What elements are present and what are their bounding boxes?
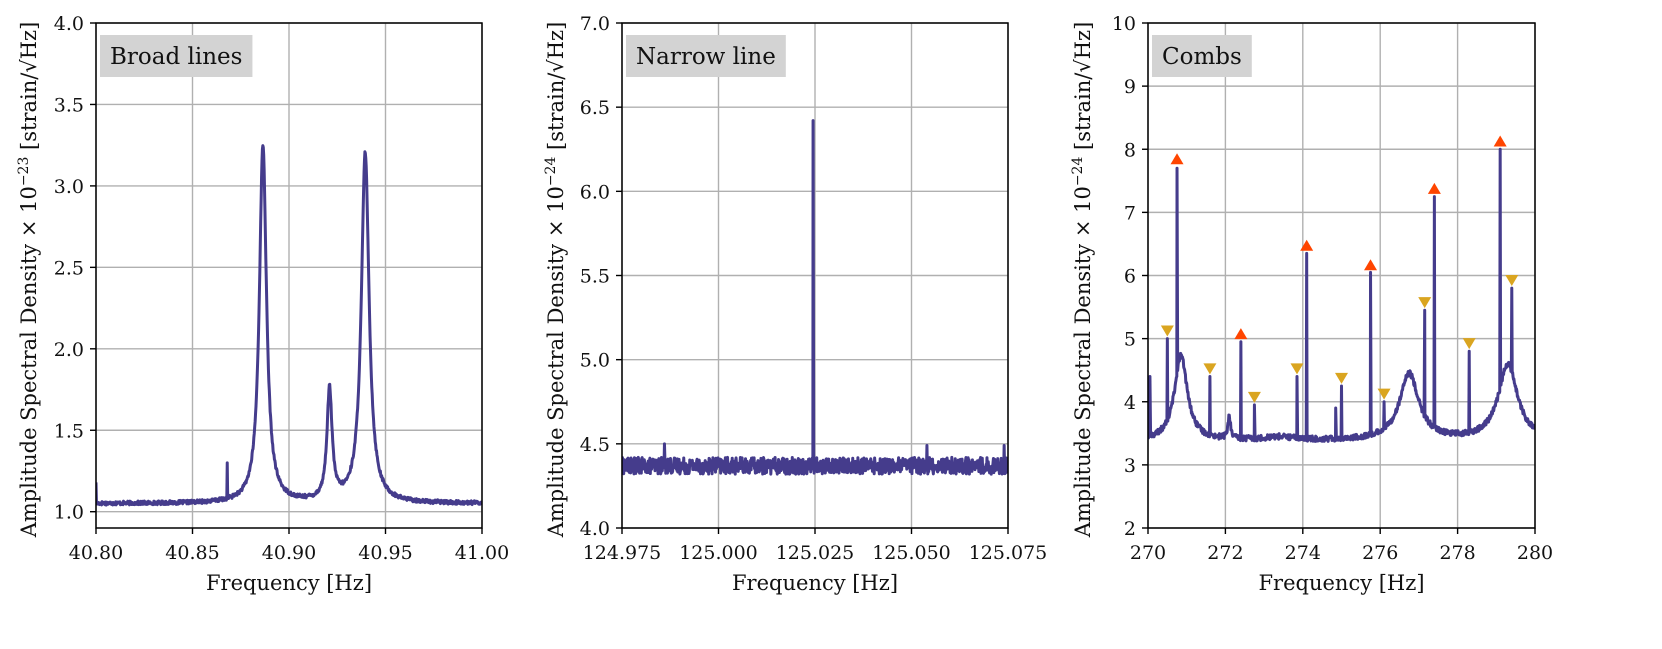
x-tick-label: 278 — [1439, 542, 1475, 564]
y-tick-label: 6.0 — [580, 181, 610, 203]
x-tick-label: 270 — [1130, 542, 1166, 564]
y-tick-label: 9 — [1124, 76, 1136, 98]
panel-combs: 270 272 274 276 278 280 2 3 4 5 6 7 8 9 10 Frequency [H… — [1070, 13, 1553, 595]
marker-down — [1462, 338, 1476, 350]
y-tick-label: 4.0 — [580, 518, 610, 540]
y-axis-label: Amplitude Spectral Density × 10−24 [stra… — [1070, 22, 1095, 539]
y-tick-label: 7 — [1124, 202, 1136, 224]
marker-down — [1290, 363, 1304, 375]
x-tick-label: 272 — [1207, 542, 1243, 564]
x-tick-label: 125.000 — [679, 542, 758, 564]
marker-up — [1234, 328, 1248, 340]
marker-down — [1247, 391, 1261, 403]
marker-down — [1160, 325, 1174, 337]
marker-up — [1493, 135, 1507, 147]
x-tick-label: 40.85 — [165, 542, 219, 564]
marker-down — [1203, 363, 1217, 375]
y-tick-label: 2.0 — [54, 339, 84, 361]
y-tick-label: 3.5 — [54, 94, 84, 116]
x-tick-label: 125.025 — [776, 542, 855, 564]
y-tick-label: 4 — [1124, 392, 1136, 414]
x-tick-label: 40.90 — [262, 542, 316, 564]
panel-label: Broad lines — [110, 44, 242, 70]
y-tick-label: 1.5 — [54, 420, 84, 442]
y-tick-label: 4.0 — [54, 13, 84, 35]
panel-narrow-line: 124.975 125.000 125.025 125.050 125.075 4.0 4.… — [543, 13, 1047, 595]
y-tick-label: 6 — [1124, 266, 1136, 288]
x-axis-label: Frequency [Hz] — [732, 571, 898, 595]
y-tick-label: 10 — [1112, 13, 1136, 35]
marker-up — [1427, 182, 1441, 194]
y-axis-label: Amplitude Spectral Density × 10−24 [stra… — [543, 22, 568, 539]
x-axis-label: Frequency [Hz] — [1258, 571, 1424, 595]
marker-up — [1170, 153, 1184, 165]
marker-down — [1377, 388, 1391, 400]
panel-label-box — [100, 35, 253, 77]
marker-up — [1300, 239, 1314, 251]
marker-down — [1505, 275, 1519, 287]
y-tick-label: 1.0 — [54, 502, 84, 524]
y-tick-label: 4.5 — [580, 434, 610, 456]
marker-down — [1335, 372, 1348, 384]
x-tick-label: 40.95 — [358, 542, 412, 564]
y-tick-label: 5.5 — [580, 266, 610, 288]
x-tick-label: 41.00 — [455, 542, 509, 564]
y-tick-label: 7.0 — [580, 13, 610, 35]
panel-label-box — [626, 35, 786, 77]
y-tick-label: 2 — [1124, 518, 1136, 540]
x-axis-label: Frequency [Hz] — [206, 571, 372, 595]
marker-down — [1418, 297, 1432, 309]
x-tick-label: 125.050 — [872, 542, 951, 564]
asd-line — [1148, 147, 1535, 443]
marker-up — [1364, 259, 1378, 271]
x-tick-label: 274 — [1285, 542, 1321, 564]
x-tick-label: 124.975 — [583, 542, 662, 564]
y-tick-label: 8 — [1124, 139, 1136, 161]
x-tick-label: 276 — [1362, 542, 1398, 564]
panel-label-box — [1152, 35, 1252, 77]
y-tick-label: 3.0 — [54, 176, 84, 198]
y-tick-label: 3 — [1124, 455, 1136, 477]
y-tick-label: 6.5 — [580, 97, 610, 119]
asd-line — [96, 144, 482, 507]
x-tick-label: 40.80 — [69, 542, 123, 564]
x-tick-label: 125.075 — [969, 542, 1048, 564]
x-tick-label: 280 — [1517, 542, 1553, 564]
y-tick-label: 2.5 — [54, 257, 84, 279]
panel-label: Narrow line — [636, 44, 776, 70]
panel-broad-lines: 40.80 40.85 40.90 40.95 41.00 1.0 1.5 2.0 2.5 3.0… — [16, 13, 509, 595]
y-tick-label: 5 — [1124, 329, 1136, 351]
y-axis-label: Amplitude Spectral Density × 10−23 [stra… — [16, 22, 41, 539]
panel-label: Combs — [1162, 44, 1242, 70]
asd-line — [622, 119, 1008, 476]
y-tick-label: 5.0 — [580, 350, 610, 372]
